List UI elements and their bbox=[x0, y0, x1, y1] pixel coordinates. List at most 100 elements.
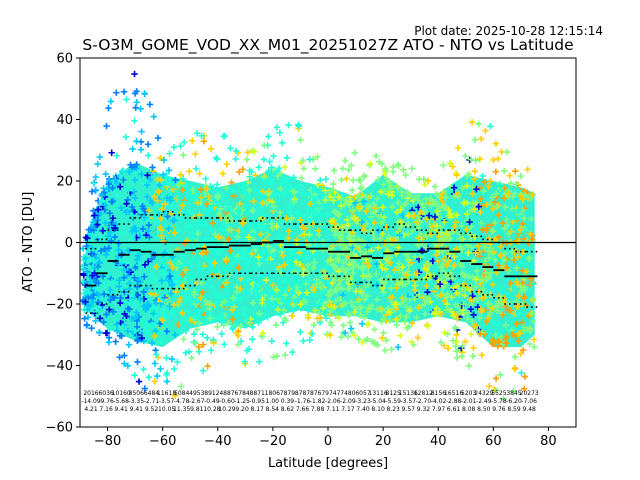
scatter-point bbox=[383, 260, 391, 267]
scatter-point bbox=[284, 260, 291, 267]
scatter-point bbox=[108, 278, 116, 286]
scatter-point bbox=[305, 314, 312, 321]
scatter-point bbox=[359, 256, 367, 263]
scatter-point bbox=[515, 292, 523, 300]
scatter-point bbox=[236, 200, 243, 208]
scatter-point bbox=[470, 175, 478, 183]
scatter-point bbox=[456, 235, 464, 242]
scatter-point bbox=[351, 308, 358, 316]
scatter-point bbox=[115, 246, 122, 254]
scatter-point bbox=[310, 186, 317, 194]
scatter-point bbox=[192, 297, 200, 305]
scatter-point bbox=[234, 233, 241, 240]
scatter-point bbox=[92, 173, 99, 181]
scatter-point bbox=[107, 296, 114, 304]
scatter-point bbox=[140, 303, 148, 310]
scatter-point bbox=[160, 255, 168, 262]
scatter-point bbox=[140, 328, 147, 335]
scatter-point bbox=[364, 244, 371, 251]
scatter-point bbox=[294, 121, 302, 128]
bin-annotation-value: 13116 bbox=[369, 390, 388, 397]
scatter-point bbox=[133, 88, 140, 95]
scatter-point bbox=[526, 340, 533, 348]
scatter-point bbox=[492, 168, 500, 175]
x-tick-label: 20 bbox=[375, 434, 392, 449]
scatter-point bbox=[389, 203, 396, 211]
scatter-point bbox=[338, 264, 345, 272]
scatter-point bbox=[197, 186, 205, 193]
scatter-point bbox=[470, 257, 478, 264]
scatter-point bbox=[128, 315, 136, 322]
scatter-point bbox=[174, 291, 182, 299]
scatter-point bbox=[242, 260, 249, 268]
scatter-point bbox=[140, 205, 147, 213]
scatter-point bbox=[148, 321, 156, 328]
scatter-point bbox=[274, 294, 282, 301]
scatter-point bbox=[439, 248, 447, 256]
scatter-point bbox=[109, 184, 116, 192]
scatter-point bbox=[218, 319, 225, 326]
scatter-point bbox=[171, 217, 178, 224]
scatter-point bbox=[415, 291, 423, 299]
scatter-point bbox=[348, 299, 355, 306]
scatter-point bbox=[469, 190, 476, 198]
scatter-point bbox=[478, 202, 485, 210]
scatter-point bbox=[228, 306, 236, 314]
scatter-point bbox=[451, 223, 458, 230]
scatter-point bbox=[331, 220, 339, 227]
scatter-point bbox=[388, 346, 395, 353]
scatter-point bbox=[154, 197, 161, 204]
bin-annotation-value: -0.95 bbox=[249, 398, 265, 405]
scatter-point bbox=[285, 228, 292, 235]
scatter-point bbox=[80, 245, 87, 252]
bin-annotation-value: 9.48 bbox=[523, 406, 537, 413]
scatter-point bbox=[282, 351, 289, 359]
bin-annotation-value: -4.78 bbox=[174, 398, 190, 405]
y-tick-label: 40 bbox=[56, 113, 73, 128]
scatter-point bbox=[171, 229, 179, 237]
y-tick-label: 20 bbox=[56, 175, 73, 190]
scatter-point bbox=[136, 232, 144, 240]
scatter-point bbox=[300, 337, 307, 345]
scatter-point bbox=[296, 249, 303, 257]
scatter-point bbox=[350, 177, 357, 184]
scatter-point bbox=[475, 203, 482, 210]
scatter-point bbox=[186, 260, 194, 268]
scatter-point bbox=[290, 301, 297, 309]
scatter-point bbox=[131, 274, 138, 281]
bin-annotation-value: 8.62 bbox=[281, 406, 295, 413]
scatter-point bbox=[345, 311, 353, 319]
scatter-point bbox=[106, 326, 114, 333]
bin-annotation-value: -2.49 bbox=[476, 398, 492, 405]
scatter-point bbox=[144, 284, 151, 292]
scatter-point bbox=[518, 267, 525, 274]
scatter-point bbox=[502, 203, 509, 211]
scatter-point bbox=[105, 271, 113, 279]
scatter-point bbox=[286, 255, 294, 262]
scatter-point bbox=[237, 322, 244, 330]
scatter-point bbox=[187, 272, 194, 280]
scatter-point bbox=[259, 311, 266, 319]
scatter-point bbox=[481, 281, 488, 288]
bin-annotation-value: 9.41 bbox=[130, 406, 144, 413]
scatter-point bbox=[497, 371, 504, 378]
scatter-point bbox=[298, 223, 306, 231]
scatter-point bbox=[180, 175, 187, 182]
scatter-point bbox=[119, 323, 126, 330]
scatter-point bbox=[83, 321, 91, 328]
scatter-point bbox=[309, 213, 316, 221]
scatter-point bbox=[116, 354, 123, 361]
bin-annotation-value: 5203 bbox=[461, 390, 476, 397]
scatter-point bbox=[426, 272, 434, 279]
scatter-point bbox=[349, 244, 356, 251]
scatter-point bbox=[478, 135, 485, 143]
scatter-point bbox=[122, 133, 130, 141]
scatter-point bbox=[415, 213, 423, 221]
scatter-point bbox=[298, 263, 306, 271]
scatter-point bbox=[102, 281, 109, 288]
scatter-point bbox=[397, 224, 404, 232]
scatter-point bbox=[372, 205, 379, 212]
scatter-point bbox=[351, 149, 358, 157]
scatter-point bbox=[359, 291, 366, 298]
scatter-point bbox=[521, 284, 528, 291]
